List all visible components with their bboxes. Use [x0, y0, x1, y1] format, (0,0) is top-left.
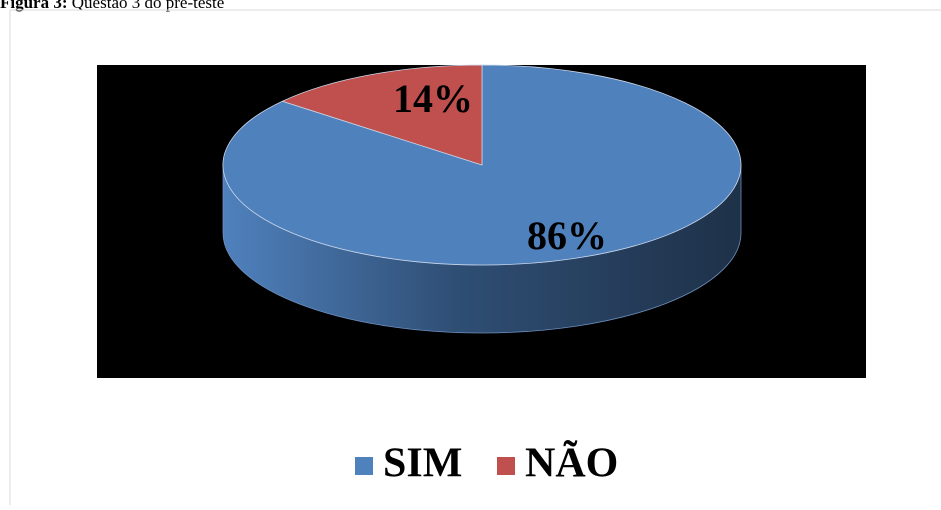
caption-label: Figura 3:: [0, 0, 68, 12]
caption-text: Questão 3 do pré-teste: [72, 0, 224, 12]
data-label: 14%: [393, 76, 473, 121]
legend-swatch: [497, 457, 515, 475]
legend-swatch: [355, 457, 373, 475]
data-label: 86%: [527, 213, 607, 258]
legend-label: NÃO: [525, 440, 618, 487]
caption: Figura 3: Questão 3 do pré-teste: [0, 0, 224, 12]
legend-label: SIM: [383, 441, 462, 487]
pie-slice: [281, 64, 483, 166]
